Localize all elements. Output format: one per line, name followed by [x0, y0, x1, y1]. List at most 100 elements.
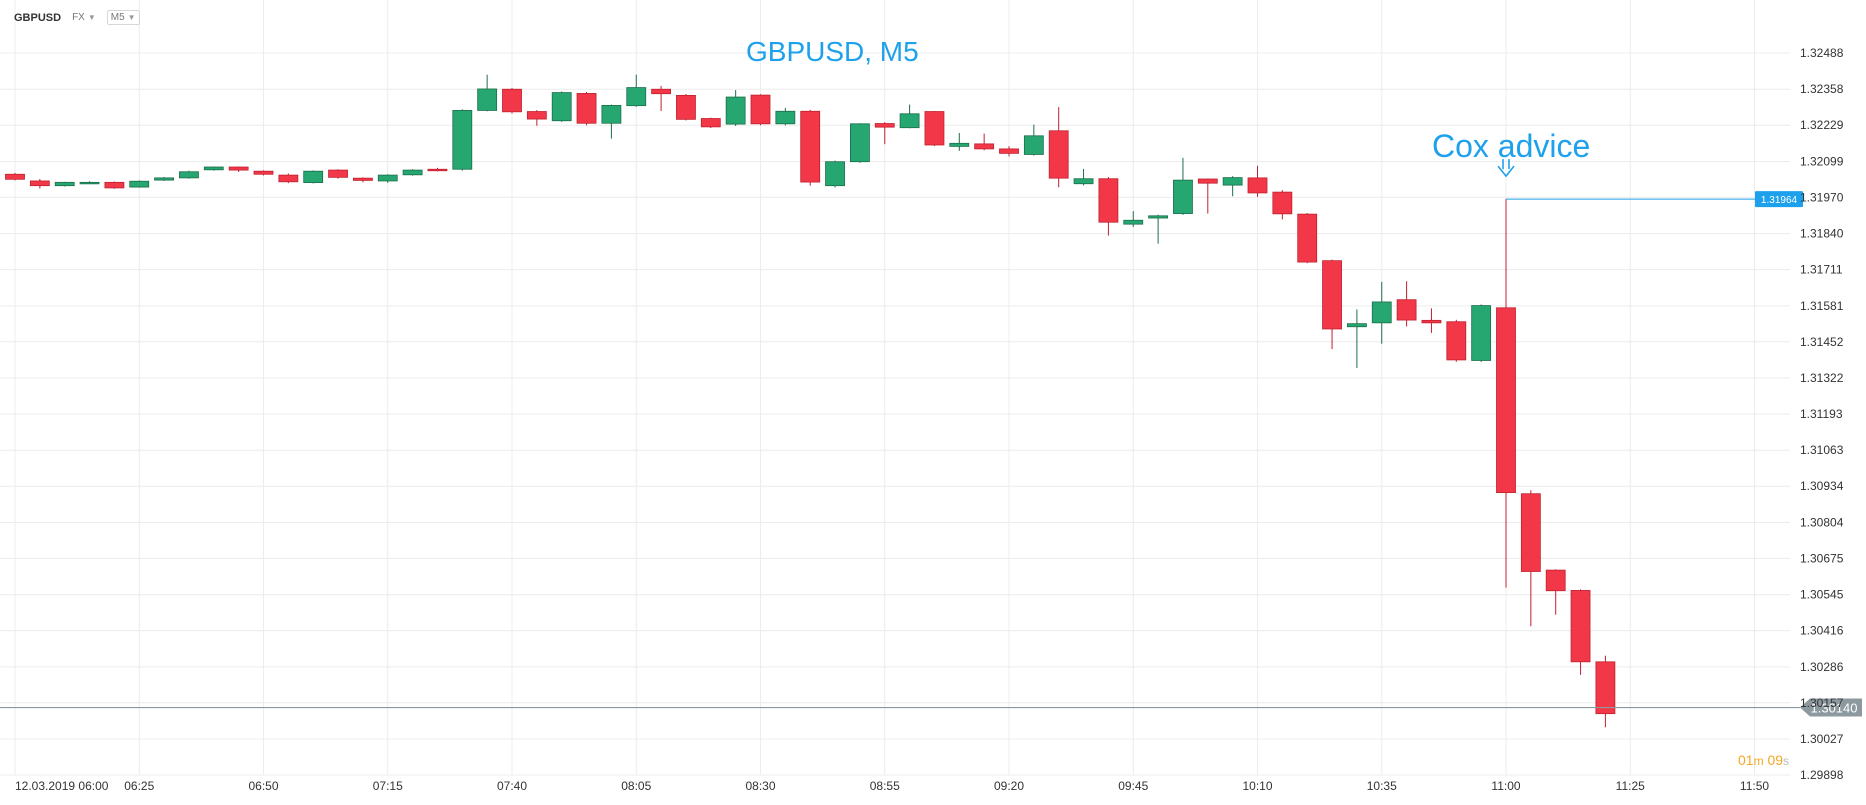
candle-down — [1396, 281, 1417, 327]
countdown-seconds-unit: s — [1783, 754, 1790, 768]
candle-body — [1123, 219, 1144, 225]
symbol-label[interactable]: GBPUSD — [14, 11, 62, 24]
candle-body — [477, 88, 498, 111]
bar-countdown: 01m 09s — [1738, 752, 1789, 768]
candle-body — [1371, 301, 1392, 324]
candle-body — [427, 168, 448, 172]
candle-body — [377, 174, 398, 182]
candle-up — [1123, 211, 1144, 227]
candle-up — [1371, 281, 1392, 344]
candle-body — [228, 166, 249, 171]
candle-up — [402, 169, 423, 176]
candle-down — [1098, 177, 1119, 236]
candle-down — [1322, 259, 1342, 350]
candle-body — [502, 88, 522, 113]
countdown-minutes: 01 — [1738, 752, 1754, 768]
candle-body — [1023, 135, 1044, 155]
candle-down — [29, 179, 50, 189]
candle-down — [5, 172, 25, 181]
x-tick-label: 06:50 — [248, 779, 278, 793]
candle-down — [576, 92, 597, 126]
candle-up — [775, 107, 796, 126]
candle-body — [1545, 569, 1566, 592]
candle-body — [526, 111, 547, 120]
y-tick-label: 1.30157 — [1800, 696, 1844, 710]
y-tick-label: 1.29898 — [1800, 768, 1844, 782]
candle-body — [626, 87, 647, 107]
candle-body — [1595, 661, 1616, 715]
candle-body — [129, 180, 150, 188]
candle-body — [800, 110, 821, 183]
y-tick-label: 1.30286 — [1800, 660, 1844, 674]
candle-body — [79, 181, 100, 185]
candle-down — [1247, 165, 1268, 197]
y-tick-label: 1.31452 — [1800, 335, 1844, 349]
candle-down — [1297, 213, 1318, 264]
candle-down — [278, 173, 299, 184]
y-tick-label: 1.32488 — [1800, 46, 1844, 60]
candle-body — [850, 123, 870, 163]
candle-up — [1173, 157, 1193, 215]
candle-down — [1197, 178, 1218, 214]
y-tick-label: 1.32099 — [1800, 154, 1844, 168]
candle-down — [1496, 199, 1516, 588]
chart-candles — [5, 74, 1616, 728]
candle-body — [551, 92, 572, 122]
candle-body — [725, 96, 746, 125]
x-tick-label: 06:25 — [124, 779, 154, 793]
candle-down — [750, 94, 771, 126]
x-tick-label: 07:15 — [373, 779, 403, 793]
candle-body — [402, 169, 423, 176]
y-tick-label: 1.31711 — [1800, 263, 1843, 277]
price-axis[interactable]: 1.32488 1.32358 1.32229 1.32099 1.31970 1.318… — [1800, 46, 1844, 782]
chart-grid — [0, 0, 1790, 776]
candle-down — [526, 110, 547, 126]
candle-up — [850, 123, 870, 163]
x-tick-label: 12.03.2019 06:00 — [15, 779, 109, 793]
chart-overlay: 1.31964 1.30140 — [0, 159, 1862, 717]
candle-body — [949, 142, 970, 147]
countdown-minutes-unit: m — [1753, 754, 1764, 768]
candle-body — [999, 148, 1019, 154]
candle-up — [79, 181, 100, 185]
time-axis[interactable]: 12.03.2019 06:00 06:25 06:50 07:15 07:40 08:0… — [15, 779, 1769, 793]
candle-down — [104, 181, 125, 189]
candle-up — [1073, 168, 1094, 186]
candle-down — [676, 93, 696, 121]
x-tick-label: 10:10 — [1242, 779, 1272, 793]
candle-down — [502, 87, 522, 114]
x-tick-label: 08:30 — [745, 779, 775, 793]
candle-down — [228, 166, 249, 173]
x-tick-label: 08:05 — [621, 779, 651, 793]
candle-body — [154, 177, 175, 181]
chevron-down-icon: ▼ — [127, 13, 136, 22]
candle-up — [601, 104, 622, 139]
market-dropdown[interactable]: FX ▼ — [69, 11, 99, 24]
candle-body — [1197, 178, 1218, 184]
countdown-seconds: 09 — [1767, 752, 1784, 768]
candle-body — [278, 174, 299, 183]
y-tick-label: 1.31322 — [1800, 371, 1844, 385]
candle-body — [1297, 213, 1318, 263]
candle-body — [328, 169, 348, 178]
x-tick-label: 11:00 — [1491, 779, 1520, 793]
y-tick-label: 1.30027 — [1800, 732, 1844, 746]
y-tick-label: 1.31581 — [1800, 299, 1844, 313]
candle-body — [1322, 260, 1342, 330]
chevron-down-icon: ▼ — [87, 13, 96, 22]
y-tick-label: 1.30934 — [1800, 479, 1844, 493]
candle-body — [1520, 493, 1541, 572]
candle-up — [1148, 214, 1168, 244]
candle-down — [1570, 589, 1591, 675]
timeframe-dropdown[interactable]: M5 ▼ — [106, 10, 140, 25]
candle-up — [725, 90, 746, 127]
candle-up — [1347, 309, 1367, 369]
candle-down — [1272, 190, 1293, 220]
x-tick-label: 09:45 — [1118, 779, 1148, 793]
y-tick-label: 1.31840 — [1800, 227, 1844, 241]
candle-body — [775, 110, 796, 125]
y-tick-label: 1.31063 — [1800, 443, 1844, 457]
candle-up — [899, 104, 920, 129]
x-tick-label: 10:35 — [1367, 779, 1397, 793]
